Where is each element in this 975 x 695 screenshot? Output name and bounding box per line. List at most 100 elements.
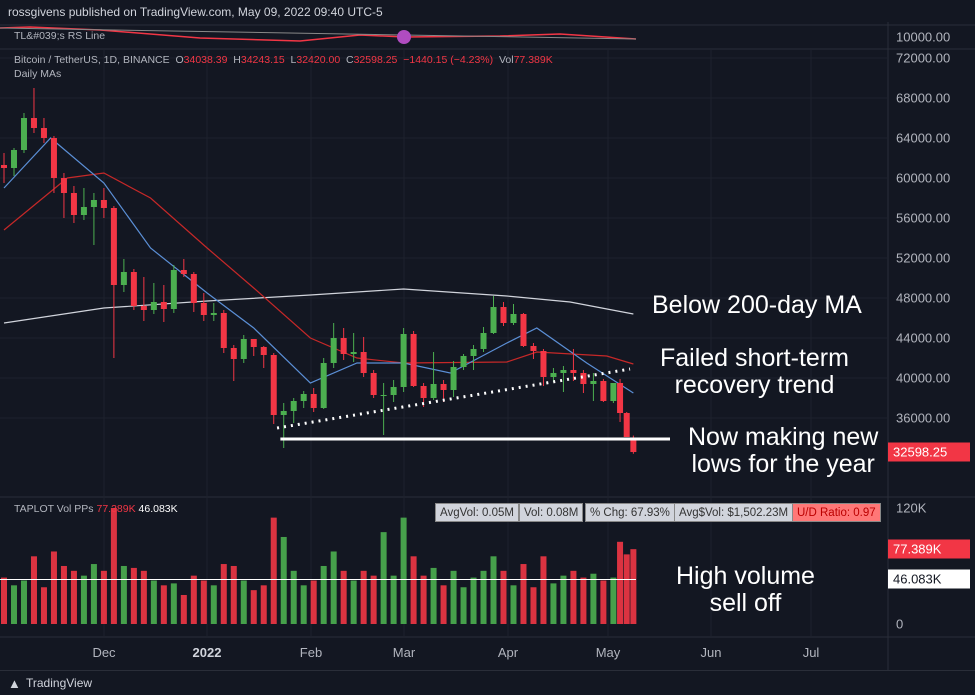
vol-value: 77.389K bbox=[513, 54, 553, 66]
volume-bar bbox=[400, 517, 407, 624]
volume-study-label: TAPLOT Vol PPs bbox=[14, 503, 94, 515]
time-axis-tick: Jun bbox=[700, 645, 722, 660]
candle-body bbox=[580, 373, 587, 384]
annotation-line: lows for the year bbox=[691, 450, 875, 478]
candle-body bbox=[120, 272, 127, 285]
price-axis-tick: 44000.00 bbox=[896, 330, 951, 346]
volume-bar bbox=[550, 583, 557, 624]
volume-bar bbox=[470, 577, 477, 624]
volume-bar bbox=[80, 575, 87, 624]
time-axis-tick: Dec bbox=[92, 645, 116, 660]
last-volume-label: 77.389K bbox=[888, 539, 970, 559]
volume-bar bbox=[510, 585, 517, 624]
volume-bar bbox=[140, 570, 147, 624]
candle-body bbox=[170, 270, 177, 309]
volume-bar bbox=[350, 580, 357, 624]
volume-bar bbox=[150, 580, 157, 624]
volume-bar bbox=[390, 575, 397, 624]
stat-pct-chg: % Chg: 67.93% bbox=[585, 503, 675, 522]
candle-body bbox=[60, 178, 67, 193]
volume-bar bbox=[440, 585, 447, 624]
volume-bar bbox=[500, 570, 507, 624]
volume-bar bbox=[50, 551, 57, 624]
candle-body bbox=[250, 339, 257, 347]
candle-body bbox=[300, 394, 307, 401]
annotation-line: High volume bbox=[676, 562, 815, 590]
candle-body bbox=[110, 208, 117, 285]
time-axis-tick: Mar bbox=[392, 645, 416, 660]
time-axis-tick: Jul bbox=[802, 645, 820, 660]
candle-body bbox=[590, 381, 597, 384]
candle-body bbox=[100, 200, 107, 208]
volume-bar bbox=[30, 556, 37, 624]
volume-bar bbox=[610, 577, 617, 624]
rs-line bbox=[0, 26, 637, 42]
change-value: −1440.15 (−4.23%) bbox=[403, 54, 494, 66]
volume-bar bbox=[1, 577, 7, 624]
candle-body bbox=[540, 351, 547, 377]
volume-bar bbox=[360, 570, 367, 624]
price-axis-tick: 36000.00 bbox=[896, 410, 951, 426]
candle-body bbox=[280, 411, 287, 415]
price-axis-tick: 40000.00 bbox=[896, 370, 951, 386]
volume-bar bbox=[40, 587, 47, 624]
candle-body bbox=[30, 118, 37, 128]
candle-body bbox=[480, 333, 487, 349]
ma-200-line bbox=[3, 288, 634, 324]
candle-body bbox=[420, 386, 427, 398]
volume-bar bbox=[230, 565, 237, 624]
candle-body bbox=[490, 307, 497, 333]
volume-bar bbox=[580, 577, 587, 624]
tradingview-brand[interactable]: TradingView bbox=[26, 676, 93, 690]
candle-body bbox=[623, 413, 630, 437]
stat-avgvol: AvgVol: 0.05M bbox=[435, 503, 519, 522]
volume-bar bbox=[570, 570, 577, 624]
volume-bar bbox=[180, 594, 187, 624]
candle-body bbox=[600, 381, 607, 401]
candle-body bbox=[617, 383, 624, 413]
volume-bar bbox=[290, 570, 297, 624]
price-axis-tick: 48000.00 bbox=[896, 290, 951, 306]
volume-value: 77.389K bbox=[96, 503, 136, 515]
volume-axis-tick: 120K bbox=[896, 500, 927, 516]
rs-line-label: TL&#039;s RS Line bbox=[14, 30, 106, 42]
candle-body bbox=[320, 363, 327, 408]
volume-bar bbox=[260, 585, 267, 624]
candle-body bbox=[220, 313, 227, 348]
candle-body bbox=[190, 274, 197, 303]
price-axis-tick: 64000.00 bbox=[896, 130, 951, 146]
volume-bar bbox=[540, 556, 547, 624]
vol-label: Vol bbox=[498, 54, 514, 66]
candle-body bbox=[380, 395, 387, 396]
volume-bar bbox=[60, 565, 67, 624]
symbol-name: Bitcoin / TetherUS, 1D, BINANCE bbox=[14, 54, 170, 66]
candle-body bbox=[570, 370, 577, 373]
candle-body bbox=[20, 118, 27, 150]
volume-bar bbox=[480, 570, 487, 624]
candle-body bbox=[1, 165, 7, 168]
candle-body bbox=[470, 349, 477, 356]
volume-bar bbox=[520, 564, 527, 624]
volume-legend: TAPLOT Vol PPs 77.389K 46.083K bbox=[14, 503, 178, 515]
candle-body bbox=[500, 307, 507, 323]
rs-axis-label: 10000.00 bbox=[896, 29, 951, 45]
volume-bar bbox=[240, 580, 247, 624]
volume-bar bbox=[90, 564, 97, 624]
annotation-line: recovery trend bbox=[674, 371, 835, 399]
candle-body bbox=[50, 138, 57, 178]
price-axis-tick: 60000.00 bbox=[896, 170, 951, 186]
volume-bar bbox=[190, 575, 197, 624]
candle-body bbox=[400, 334, 407, 387]
price-chart[interactable] bbox=[0, 0, 975, 670]
volume-bar bbox=[340, 570, 347, 624]
volume-bar bbox=[210, 585, 217, 624]
annotation-new-lows: Now making new lows for the year bbox=[688, 424, 878, 478]
candle-body bbox=[610, 383, 617, 401]
stat-avg-dollar-vol: Avg$Vol: $1,502.23M bbox=[674, 503, 794, 522]
annotation-failed-trend: Failed short-term recovery trend bbox=[660, 345, 849, 399]
time-axis-tick: May bbox=[595, 645, 621, 660]
candle-body bbox=[350, 352, 357, 354]
candle-body bbox=[230, 348, 237, 359]
volume-bar bbox=[330, 551, 337, 624]
volume-bar bbox=[120, 565, 127, 624]
